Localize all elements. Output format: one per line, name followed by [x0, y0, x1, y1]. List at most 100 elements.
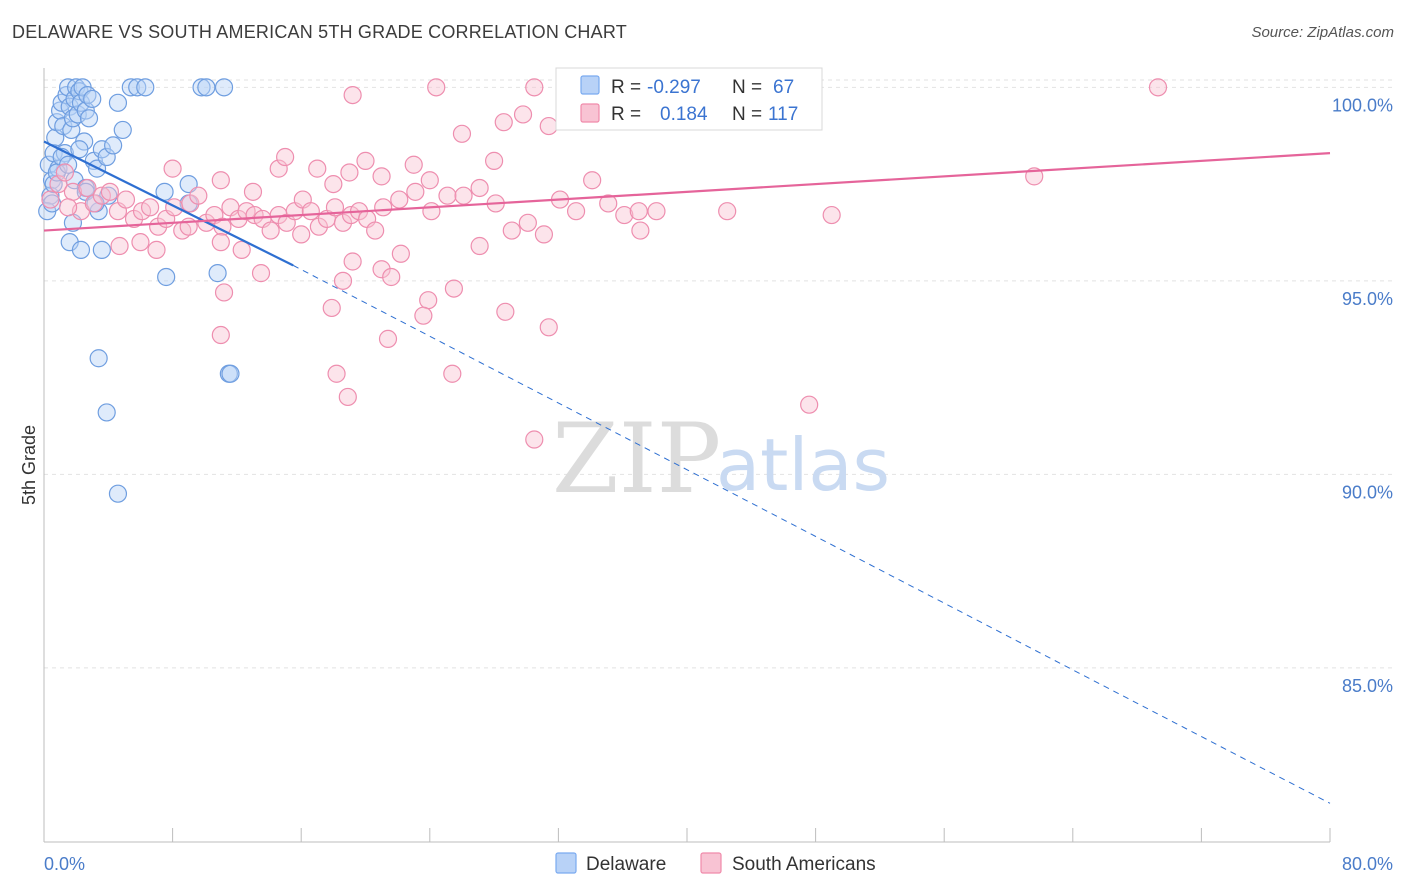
legend-n-label-delaware: N =	[732, 77, 762, 98]
legend-r-label-south-americans: R =	[611, 104, 641, 125]
scatter-point	[276, 147, 295, 167]
scatter-point	[374, 198, 393, 217]
scatter-point	[525, 78, 544, 97]
trend-line	[43, 152, 1331, 232]
scatter-point	[338, 387, 357, 407]
scatter-point	[110, 236, 129, 256]
scatter-point	[406, 182, 425, 201]
south-americans-points	[41, 78, 1168, 449]
scatter-point	[583, 171, 602, 190]
scatter-point	[62, 120, 81, 140]
chart-source: Source: ZipAtlas.com	[1251, 24, 1394, 41]
watermark-zip: ZIP	[552, 403, 721, 515]
scatter-point	[308, 159, 327, 178]
scatter-point	[292, 225, 311, 244]
scatter-point	[327, 364, 346, 383]
scatter-point	[197, 78, 216, 97]
scatter-point	[108, 484, 128, 503]
scatter-point	[49, 175, 68, 194]
scatter-point	[301, 202, 320, 221]
scatter-point	[232, 240, 251, 259]
scatter-point	[372, 167, 391, 186]
scatter-point	[390, 190, 409, 209]
scatter-point	[539, 318, 558, 337]
scatter-point	[83, 89, 102, 109]
scatter-point	[470, 236, 489, 256]
scatter-point	[444, 279, 464, 298]
scatter-point	[629, 202, 648, 221]
scatter-point	[356, 151, 375, 170]
scatter-point	[343, 85, 362, 105]
bottom-legend-label-delaware: Delaware	[586, 854, 666, 875]
scatter-point	[44, 175, 63, 194]
scatter-point	[214, 78, 234, 97]
trend-line-extension	[292, 264, 1331, 804]
scatter-point	[89, 349, 108, 368]
scatter-point	[211, 325, 230, 345]
scatter-point	[566, 202, 586, 221]
scatter-point	[372, 260, 391, 279]
chart-title: DELAWARE VS SOUTH AMERICAN 5TH GRADE COR…	[12, 22, 627, 42]
x-tick-label-max: 80.0%	[1342, 854, 1393, 874]
scatter-point	[325, 198, 345, 217]
scatter-point	[136, 78, 155, 97]
y-tick-labels: 85.0% 90.0% 95.0% 100.0%	[1332, 95, 1393, 695]
delaware-points	[38, 78, 240, 503]
scatter-point	[192, 78, 211, 97]
watermark-atlas: atlas	[716, 423, 890, 507]
legend-r-value-delaware: -0.297	[647, 77, 701, 98]
scatter-point	[718, 202, 737, 221]
scatter-point	[97, 147, 116, 167]
scatter-point	[104, 136, 123, 155]
scatter-point	[221, 364, 240, 383]
scatter-point	[116, 190, 136, 209]
scatter-point	[269, 159, 288, 178]
scatter-point	[140, 198, 160, 217]
scatter-point	[243, 182, 263, 201]
y-tick-label: 95.0%	[1342, 289, 1393, 309]
legend-swatch-delaware	[580, 75, 600, 95]
scatter-point	[97, 403, 116, 422]
scatter-point	[404, 155, 423, 174]
legend-n-value-south-americans: 117	[768, 104, 798, 125]
bottom-legend: Delaware South Americans	[555, 852, 876, 875]
scatter-point	[427, 78, 446, 97]
scatter-point	[485, 151, 504, 170]
scatter-point	[496, 302, 515, 321]
scatter-point	[131, 233, 150, 252]
bottom-legend-swatch-delaware	[555, 852, 577, 874]
scatter-point	[78, 178, 97, 198]
scatter-point	[251, 264, 271, 283]
scatter-point	[822, 205, 841, 225]
x-tick-label-min: 0.0%	[44, 854, 85, 874]
bottom-legend-label-south-americans: South Americans	[732, 854, 876, 875]
scatter-point	[414, 306, 433, 325]
scatter-point	[211, 171, 230, 190]
scatter-point	[147, 240, 166, 259]
scatter-point	[454, 186, 473, 205]
scatter-point	[59, 198, 78, 217]
scatter-point	[470, 178, 489, 198]
scatter-point	[539, 116, 558, 136]
scatter-point	[261, 221, 280, 240]
scatter-point	[179, 175, 198, 194]
scatter-point	[438, 186, 457, 205]
scatter-point	[343, 252, 362, 271]
scatter-point	[513, 105, 533, 124]
legend-n-label-south-americans: N =	[732, 104, 762, 125]
scatter-point	[366, 221, 385, 240]
legend-r-value-south-americans: 0.184	[660, 104, 708, 125]
scatter-point	[599, 194, 618, 213]
scatter-point	[518, 213, 537, 232]
y-tick-label: 100.0%	[1332, 95, 1393, 115]
scatter-point	[631, 221, 650, 240]
scatter-point	[800, 395, 819, 414]
scatter-point	[189, 186, 208, 205]
y-tick-label: 90.0%	[1342, 482, 1393, 502]
legend-swatch-south-americans	[580, 103, 600, 123]
scatter-point	[79, 109, 99, 128]
scatter-point	[71, 240, 91, 259]
scatter-point	[113, 120, 132, 140]
